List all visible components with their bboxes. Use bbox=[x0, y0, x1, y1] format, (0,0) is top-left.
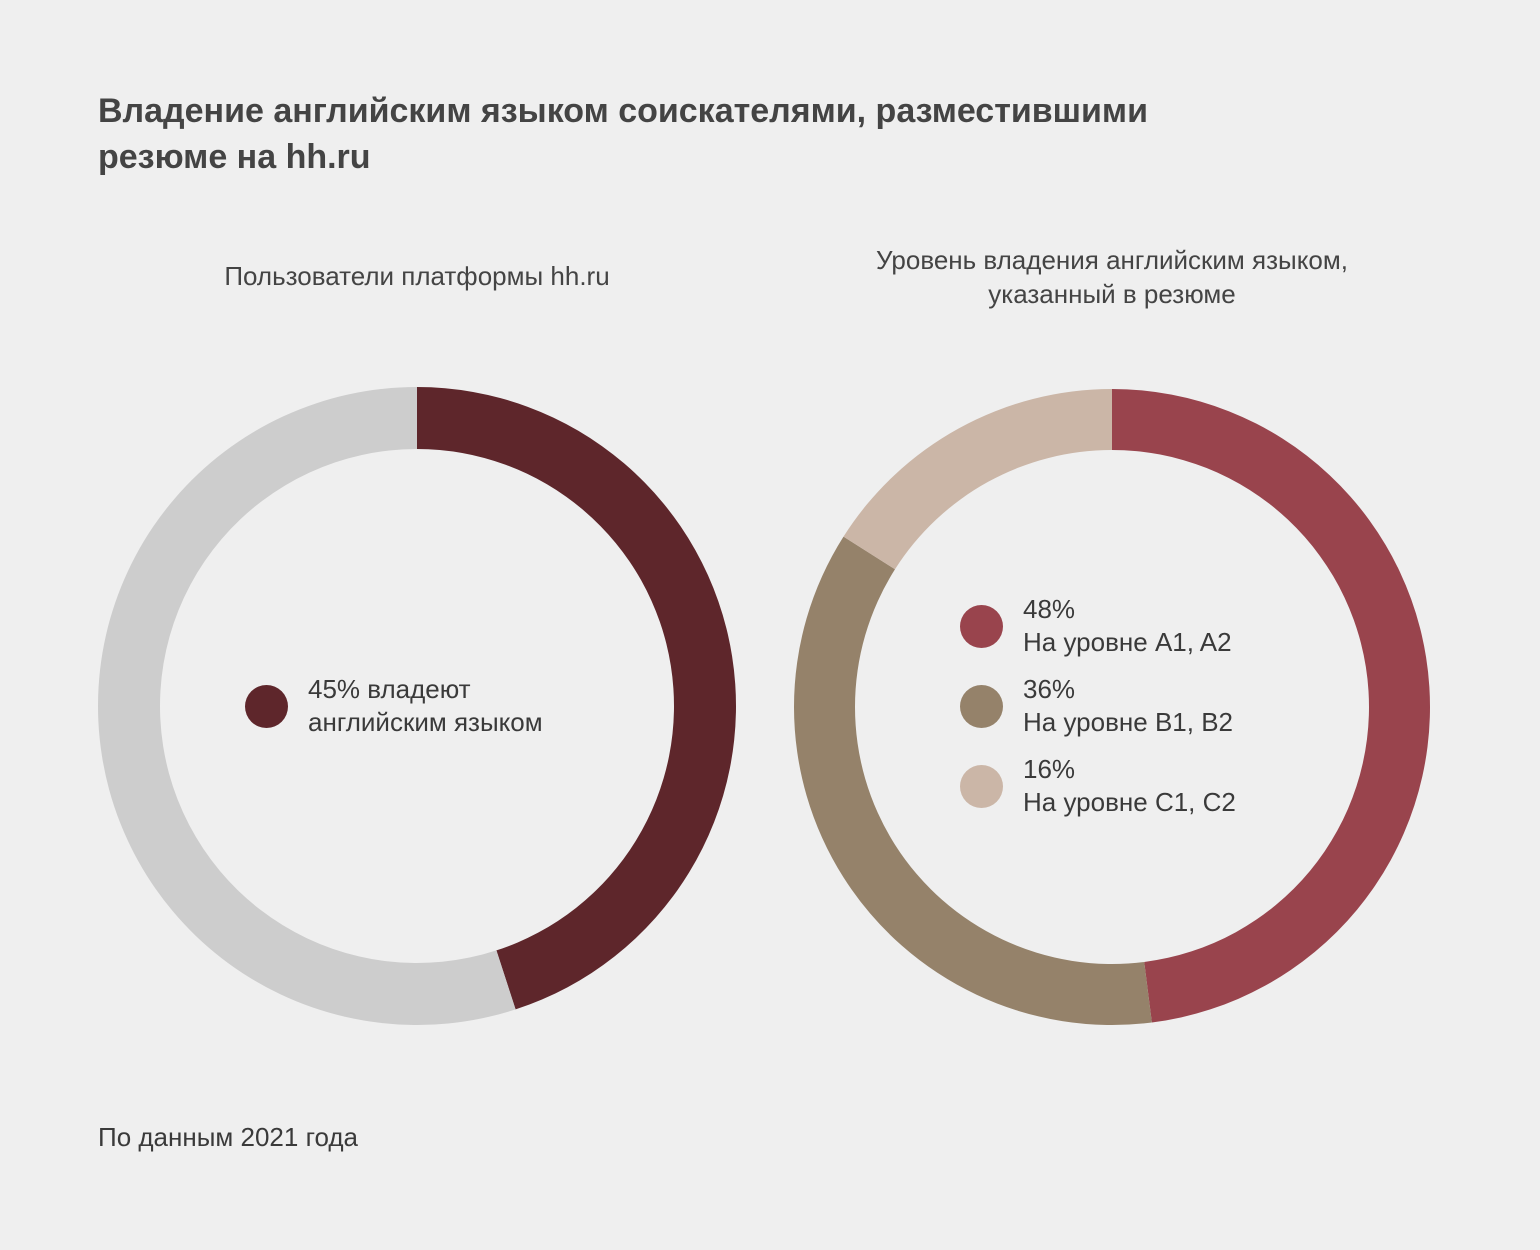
users-legend-line-0-1: английским языком bbox=[308, 707, 543, 737]
chart-title: Владение английским языком соискателями,… bbox=[98, 92, 1148, 176]
level-legend-swatch-2 bbox=[960, 765, 1003, 808]
level-legend-label-1: 36% На уровне B1, B2 bbox=[1023, 673, 1233, 739]
level-slice-1 bbox=[793, 536, 1152, 1025]
left-chart-title: Пользователи платформы hh.ru bbox=[224, 261, 610, 291]
level-legend-line-0-1: На уровне A1, A2 bbox=[1023, 627, 1232, 657]
level-legend-swatch-0 bbox=[960, 605, 1003, 648]
users-legend-label-0: 45% владеют английским языком bbox=[308, 673, 543, 739]
level-legend-line-1-0: 36% bbox=[1023, 674, 1076, 704]
right-chart-title: Уровень владения английским языком, указ… bbox=[876, 245, 1348, 309]
level-legend-label-0: 48% На уровне A1, A2 bbox=[1023, 593, 1232, 659]
users-slice-0 bbox=[417, 387, 736, 1010]
users-legend-line-0-0: 45% владеют bbox=[308, 674, 471, 704]
users-slice-1 bbox=[97, 387, 516, 1025]
level-legend-line-1-1: На уровне B1, B2 bbox=[1023, 707, 1233, 737]
level-legend-line-2-0: 16% bbox=[1023, 754, 1076, 784]
level-legend-line-2-1: На уровне C1, C2 bbox=[1023, 787, 1236, 817]
level-legend-swatch-1 bbox=[960, 685, 1003, 728]
level-legend-line-0-0: 48% bbox=[1023, 594, 1076, 624]
users-legend-swatch-0 bbox=[245, 685, 288, 728]
level-slice-2 bbox=[843, 389, 1112, 570]
level-legend-label-2: 16% На уровне C1, C2 bbox=[1023, 753, 1236, 819]
source-footnote: По данным 2021 года bbox=[98, 1122, 358, 1152]
level-slice-0 bbox=[1112, 389, 1431, 1023]
